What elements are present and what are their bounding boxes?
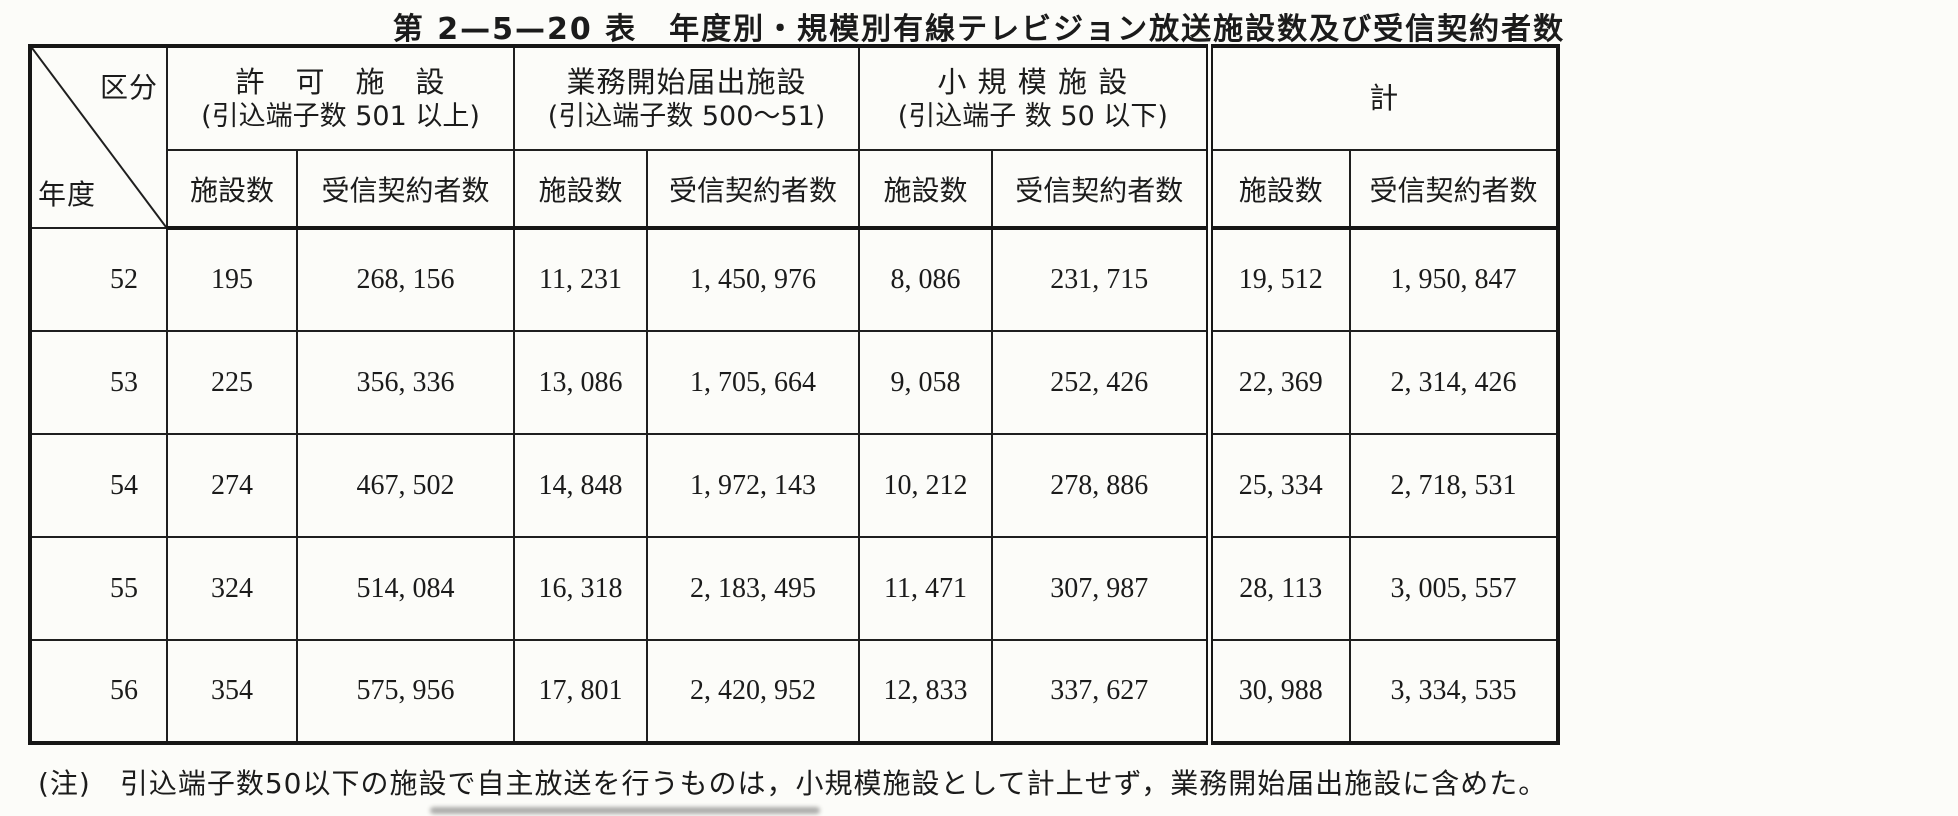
- value-cell: 17, 801: [513, 639, 648, 744]
- table-row: 55 324 514, 084 16, 318 2, 183, 495 11, …: [29, 536, 1560, 641]
- value-cell: 2, 420, 952: [645, 639, 861, 744]
- diagonal-divider-line: [32, 48, 166, 227]
- value-cell: 356, 336: [296, 330, 515, 435]
- value-cell: 225: [166, 330, 298, 435]
- value-cell: 1, 950, 847: [1349, 227, 1560, 332]
- value-cell: 278, 886: [991, 433, 1211, 538]
- table-row: 56 354 575, 956 17, 801 2, 420, 952 12, …: [29, 639, 1560, 744]
- group-name: 業務開始届出施設: [566, 64, 807, 99]
- value-cell: 307, 987: [991, 536, 1211, 641]
- footnote: (注) 引込端子数50以下の施設で自主放送を行うものは，小規模施設として計上せず…: [38, 767, 1548, 800]
- value-cell: 25, 334: [1205, 433, 1352, 538]
- table-row: 54 274 467, 502 14, 848 1, 972, 143 10, …: [29, 433, 1560, 538]
- value-cell: 16, 318: [513, 536, 648, 641]
- subheader-facilities: 施設数: [166, 149, 298, 230]
- subheader-subscribers: 受信契約者数: [296, 149, 515, 230]
- value-cell: 354: [166, 639, 298, 744]
- table-row: 52 195 268, 156 11, 231 1, 450, 976 8, 0…: [29, 227, 1560, 332]
- statistics-table: 区分 年度 許 可 施 設 (引込端子数 501 以上) 業務開始届出施設 (引…: [28, 44, 1561, 745]
- table-row: 53 225 356, 336 13, 086 1, 705, 664 9, 0…: [29, 330, 1560, 435]
- group-header-notified-facilities: 業務開始届出施設 (引込端子数 500〜51): [512, 45, 861, 151]
- subheader-facilities: 施設数: [858, 149, 994, 230]
- value-cell: 324: [166, 536, 298, 641]
- subheader-subscribers: 受信契約者数: [991, 149, 1211, 230]
- value-cell: 3, 334, 535: [1349, 639, 1560, 744]
- year-cell: 55: [29, 536, 168, 641]
- table-title: 第 2—5—20 表 年度別・規模別有線テレビジョン放送施設数及び受信契約者数: [392, 12, 1566, 47]
- corner-label-category: 区分: [99, 71, 158, 104]
- value-cell: 2, 183, 495: [645, 536, 861, 641]
- value-cell: 14, 848: [513, 433, 648, 538]
- value-cell: 252, 426: [991, 330, 1211, 435]
- value-cell: 22, 369: [1205, 330, 1352, 435]
- value-cell: 274: [166, 433, 298, 538]
- group-subtitle: (引込端子数 501 以上): [201, 100, 480, 132]
- value-cell: 13, 086: [513, 330, 648, 435]
- value-cell: 28, 113: [1205, 536, 1352, 641]
- group-header-licensed-facilities: 許 可 施 設 (引込端子数 501 以上): [166, 45, 515, 151]
- group-subtitle: (引込端子数 500〜51): [547, 100, 826, 132]
- year-cell: 52: [29, 227, 168, 332]
- value-cell: 12, 833: [858, 639, 994, 744]
- subheader-facilities: 施設数: [513, 149, 648, 230]
- value-cell: 19, 512: [1205, 227, 1352, 332]
- corner-label-year: 年度: [38, 178, 97, 211]
- table-container: 区分 年度 許 可 施 設 (引込端子数 501 以上) 業務開始届出施設 (引…: [28, 44, 1561, 745]
- value-cell: 2, 314, 426: [1349, 330, 1560, 435]
- scan-artifact-smudge: [430, 807, 820, 814]
- value-cell: 10, 212: [858, 433, 994, 538]
- group-name: 計: [1369, 81, 1400, 116]
- value-cell: 337, 627: [991, 639, 1211, 744]
- value-cell: 1, 972, 143: [645, 433, 861, 538]
- subheader-subscribers: 受信契約者数: [645, 149, 861, 230]
- value-cell: 30, 988: [1205, 639, 1352, 744]
- value-cell: 2, 718, 531: [1349, 433, 1560, 538]
- value-cell: 9, 058: [858, 330, 994, 435]
- group-header-small-facilities: 小 規 模 施 設 (引込端子 数 50 以下): [858, 45, 1211, 151]
- corner-header-cell: 区分 年度: [29, 45, 168, 229]
- group-name: 小 規 模 施 設: [937, 64, 1129, 99]
- group-header-total: 計: [1205, 45, 1560, 151]
- year-cell: 54: [29, 433, 168, 538]
- value-cell: 268, 156: [296, 227, 515, 332]
- year-cell: 56: [29, 639, 168, 744]
- value-cell: 514, 084: [296, 536, 515, 641]
- value-cell: 467, 502: [296, 433, 515, 538]
- value-cell: 231, 715: [991, 227, 1211, 332]
- year-cell: 53: [29, 330, 168, 435]
- group-name: 許 可 施 設: [235, 64, 446, 99]
- value-cell: 1, 450, 976: [645, 227, 861, 332]
- subheader-subscribers: 受信契約者数: [1349, 149, 1560, 230]
- value-cell: 8, 086: [858, 227, 994, 332]
- value-cell: 1, 705, 664: [645, 330, 861, 435]
- value-cell: 11, 471: [858, 536, 994, 641]
- value-cell: 195: [166, 227, 298, 332]
- value-cell: 575, 956: [296, 639, 515, 744]
- value-cell: 11, 231: [513, 227, 648, 332]
- value-cell: 3, 005, 557: [1349, 536, 1560, 641]
- subheader-facilities: 施設数: [1205, 149, 1352, 230]
- group-subtitle: (引込端子 数 50 以下): [897, 100, 1168, 132]
